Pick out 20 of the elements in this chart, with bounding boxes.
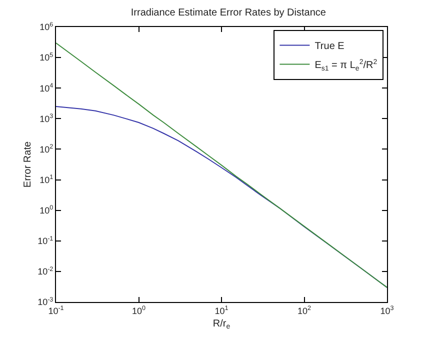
chart-title: Irradiance Estimate Error Rates by Distance <box>130 7 326 18</box>
y-tick-label: 10$^{-2}$ <box>38 266 54 277</box>
y-tick-label: 10$^{4}$ <box>40 82 54 94</box>
y-tick-label: 10$^{5}$ <box>40 52 54 63</box>
legend-label: E$_{s1}$ = π L$_{e}$$^{2}$/R$^{2}$ <box>314 58 378 72</box>
y-tick-label: 10$^{3}$ <box>40 113 54 124</box>
x-tick-label: 10$^{0}$ <box>132 305 146 316</box>
x-tick-label: 10$^{2}$ <box>297 305 312 316</box>
y-axis-title: Error Rate <box>22 141 34 188</box>
y-tick-label: 10$^{2}$ <box>40 144 54 154</box>
y-tick-label: 10$^{1}$ <box>40 174 54 185</box>
y-tick-label: 10$^{-3}$ <box>38 296 54 308</box>
y-tick-label: 10$^{0}$ <box>40 204 54 216</box>
y-tick-label: 10$^{6}$ <box>40 21 54 32</box>
x-tick-label: 10$^{-1}$ <box>48 305 64 316</box>
x-tick-label: 10$^{1}$ <box>214 305 229 316</box>
x-tick-label: 10$^{3}$ <box>380 305 394 316</box>
y-tick-label: 10$^{-1}$ <box>38 235 54 246</box>
legend-label: True E <box>314 41 345 52</box>
x-axis-title: R/r$_{e}$ <box>212 318 230 330</box>
